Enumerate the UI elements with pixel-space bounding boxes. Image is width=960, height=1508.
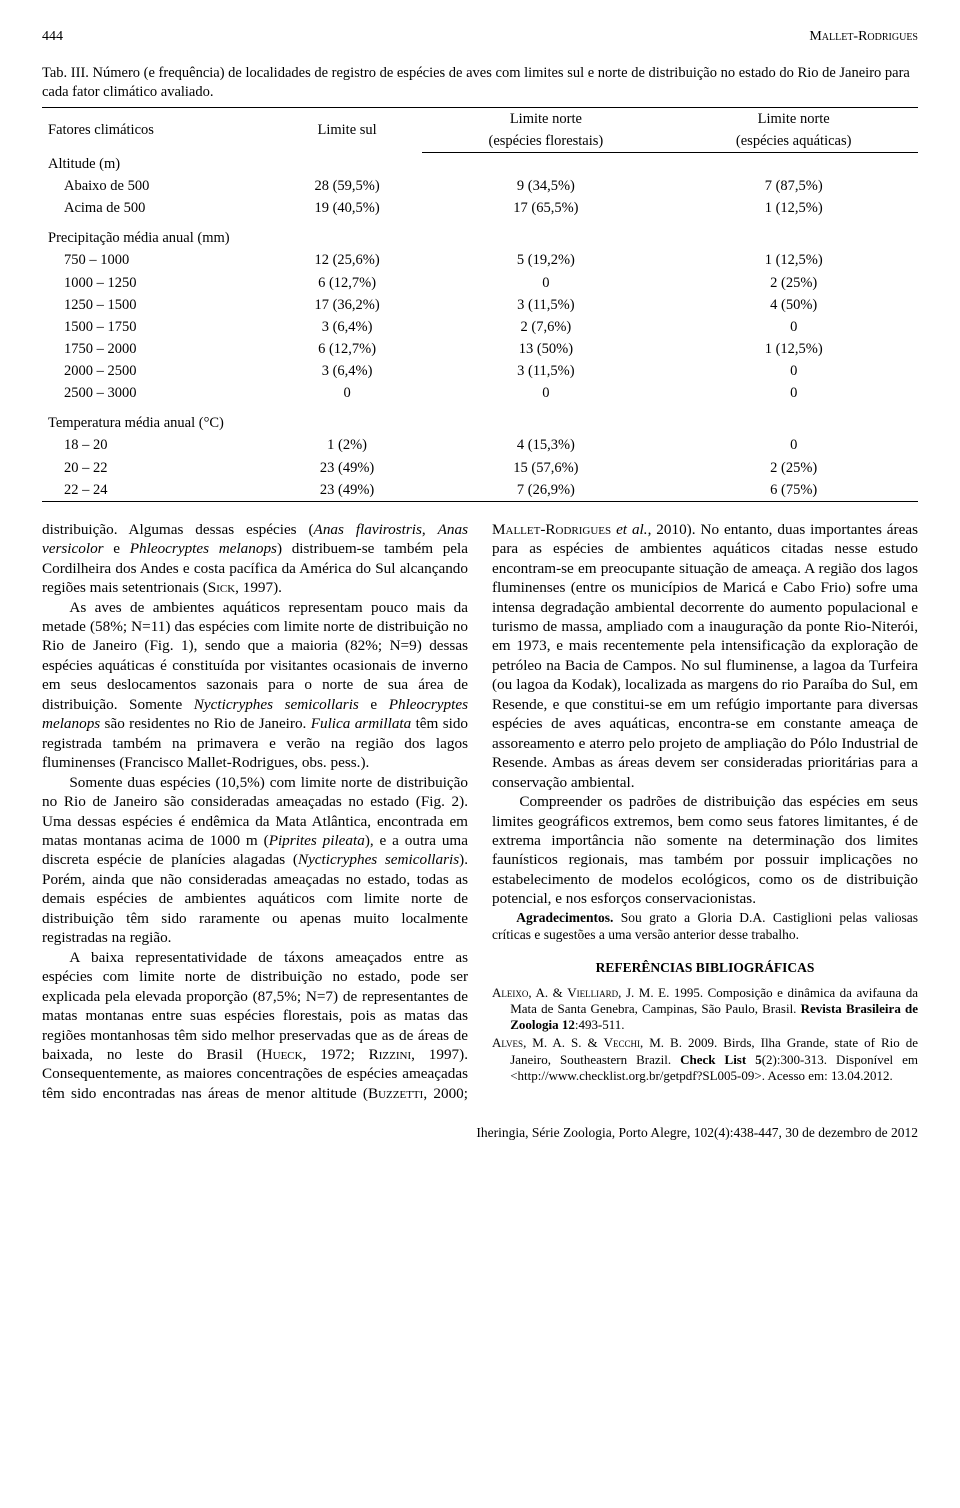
cell: 23 (49%) <box>272 479 423 502</box>
col-header: Limite norte <box>669 107 918 130</box>
cell: 6 (12,7%) <box>272 272 423 294</box>
references-heading: REFERÊNCIAS BIBLIOGRÁFICAS <box>492 959 918 976</box>
cell: 19 (40,5%) <box>272 197 423 219</box>
cell: 4 (50%) <box>669 294 918 316</box>
section-label: Temperatura média anual (°C) <box>42 404 918 434</box>
cell: 0 <box>422 382 669 404</box>
cell: 7 (26,9%) <box>422 479 669 502</box>
reference: Alves, M. A. S. & Vecchi, M. B. 2009. Bi… <box>492 1035 918 1084</box>
section-label: Precipitação média anual (mm) <box>42 219 918 249</box>
row-label: 1250 – 1500 <box>42 294 272 316</box>
cell: 0 <box>272 382 423 404</box>
row-label: 1750 – 2000 <box>42 338 272 360</box>
cell: 0 <box>669 382 918 404</box>
col-subheader: (espécies florestais) <box>422 130 669 153</box>
row-label: Abaixo de 500 <box>42 175 272 197</box>
running-head: 444 Mallet-Rodrigues <box>42 28 918 46</box>
paragraph: distribuição. Algumas dessas espécies (A… <box>42 520 468 598</box>
cell: 28 (59,5%) <box>272 175 423 197</box>
cell: 2 (25%) <box>669 272 918 294</box>
cell: 23 (49%) <box>272 457 423 479</box>
cell: 15 (57,6%) <box>422 457 669 479</box>
cell: 17 (65,5%) <box>422 197 669 219</box>
row-label: 1000 – 1250 <box>42 272 272 294</box>
cell: 0 <box>422 272 669 294</box>
cell: 3 (6,4%) <box>272 360 423 382</box>
table-caption: Tab. III. Número (e frequência) de local… <box>42 64 918 103</box>
cell: 1 (12,5%) <box>669 197 918 219</box>
author-head: Mallet-Rodrigues <box>809 28 918 46</box>
cell: 5 (19,2%) <box>422 249 669 271</box>
col-subheader: (espécies aquáticas) <box>669 130 918 153</box>
paragraph: As aves de ambientes aquáticos represent… <box>42 598 468 773</box>
row-label: 2500 – 3000 <box>42 382 272 404</box>
cell: 3 (6,4%) <box>272 316 423 338</box>
cell: 0 <box>669 316 918 338</box>
body-columns: distribuição. Algumas dessas espécies (A… <box>42 520 918 1104</box>
cell: 4 (15,3%) <box>422 434 669 456</box>
journal-footer: Iheringia, Série Zoologia, Porto Alegre,… <box>42 1125 918 1142</box>
paragraph: Somente duas espécies (10,5%) com limite… <box>42 773 468 948</box>
row-label: 18 – 20 <box>42 434 272 456</box>
paragraph: Compreender os padrões de distribuição d… <box>492 792 918 909</box>
acknowledgements: Agradecimentos. Sou grato a Gloria D.A. … <box>492 909 918 944</box>
row-label: Acima de 500 <box>42 197 272 219</box>
reference: Aleixo, A. & Vielliard, J. M. E. 1995. C… <box>492 985 918 1034</box>
row-label: 1500 – 1750 <box>42 316 272 338</box>
cell: 2 (7,6%) <box>422 316 669 338</box>
col-header: Fatores climáticos <box>42 107 272 152</box>
col-header: Limite norte <box>422 107 669 130</box>
cell: 2 (25%) <box>669 457 918 479</box>
cell: 0 <box>669 360 918 382</box>
cell: 3 (11,5%) <box>422 294 669 316</box>
cell: 6 (75%) <box>669 479 918 502</box>
row-label: 20 – 22 <box>42 457 272 479</box>
cell: 1 (2%) <box>272 434 423 456</box>
cell: 17 (36,2%) <box>272 294 423 316</box>
page-number: 444 <box>42 28 63 46</box>
cell: 3 (11,5%) <box>422 360 669 382</box>
cell: 1 (12,5%) <box>669 249 918 271</box>
row-label: 2000 – 2500 <box>42 360 272 382</box>
section-label: Altitude (m) <box>42 152 918 175</box>
cell: 9 (34,5%) <box>422 175 669 197</box>
cell: 6 (12,7%) <box>272 338 423 360</box>
cell: 1 (12,5%) <box>669 338 918 360</box>
data-table: Fatores climáticos Limite sul Limite nor… <box>42 107 918 502</box>
cell: 13 (50%) <box>422 338 669 360</box>
cell: 0 <box>669 434 918 456</box>
row-label: 22 – 24 <box>42 479 272 502</box>
cell: 12 (25,6%) <box>272 249 423 271</box>
col-header: Limite sul <box>272 107 423 152</box>
cell: 7 (87,5%) <box>669 175 918 197</box>
row-label: 750 – 1000 <box>42 249 272 271</box>
